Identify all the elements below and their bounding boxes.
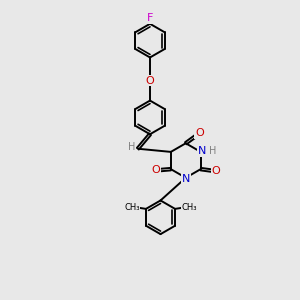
Text: O: O xyxy=(195,128,204,138)
Text: N: N xyxy=(198,146,206,157)
Text: H: H xyxy=(209,146,217,157)
Text: O: O xyxy=(212,166,220,176)
Text: CH₃: CH₃ xyxy=(181,203,197,212)
Text: CH₃: CH₃ xyxy=(124,203,140,212)
Text: F: F xyxy=(147,13,153,23)
Text: H: H xyxy=(128,142,135,152)
Text: O: O xyxy=(146,76,154,85)
Text: N: N xyxy=(182,174,190,184)
Text: O: O xyxy=(152,165,161,175)
